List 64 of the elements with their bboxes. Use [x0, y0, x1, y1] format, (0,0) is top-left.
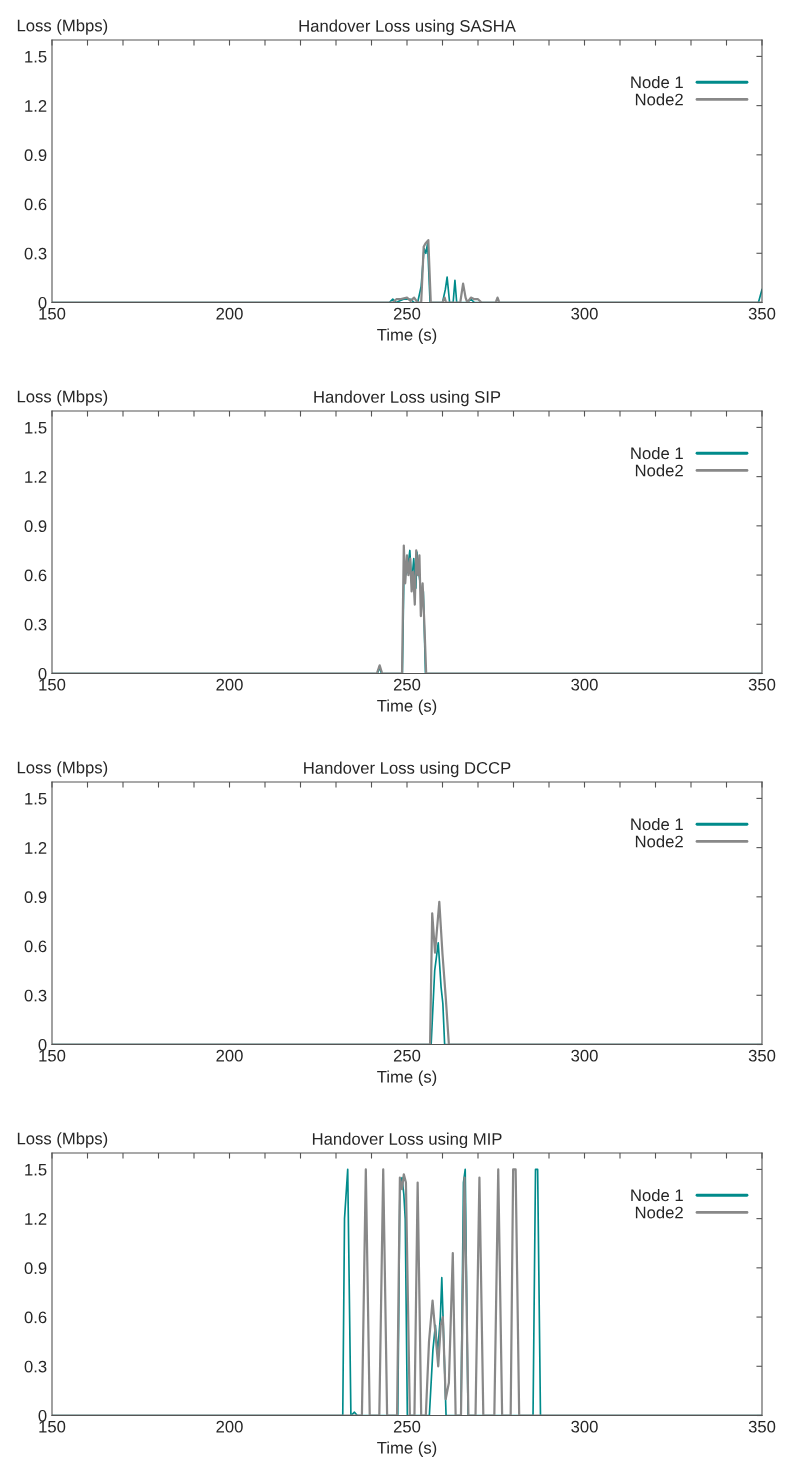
- y-tick-label: 1.2: [25, 1213, 47, 1225]
- legend-label: Node 1: [631, 1189, 683, 1202]
- chart-title: Handover Loss using SASHA: [299, 19, 516, 36]
- y-tick-label: 0.6: [24, 198, 47, 211]
- y-tick-label: 1.5: [25, 1163, 47, 1176]
- chart-title: Handover Loss using DCCP: [304, 761, 511, 778]
- y-tick-label: 0.3: [24, 618, 47, 631]
- legend-label: Node2: [635, 93, 683, 106]
- x-axis-title: Time (s): [377, 328, 437, 344]
- x-tick-label: 350: [748, 307, 776, 320]
- y-axis-title: Loss (Mbps): [17, 761, 108, 777]
- x-tick-label: 250: [393, 1420, 421, 1433]
- y-tick-label: 0.9: [24, 149, 47, 162]
- y-tick-label: 0.6: [24, 1311, 47, 1324]
- x-tick-label: 250: [393, 1049, 421, 1062]
- legend-label: Node2: [635, 1206, 683, 1219]
- x-tick-label: 300: [571, 1049, 598, 1062]
- legend-label: Node 1: [631, 818, 683, 831]
- x-tick-label: 200: [216, 1049, 243, 1062]
- y-axis-title: Loss (Mbps): [17, 1132, 108, 1148]
- x-tick-label: 150: [39, 678, 66, 691]
- y-tick-label: 1.5: [25, 50, 47, 63]
- y-tick-label: 1.2: [25, 471, 47, 483]
- y-tick-label: 1.5: [25, 792, 47, 805]
- x-tick-label: 300: [571, 1420, 598, 1433]
- y-tick-label: 0: [38, 667, 47, 680]
- y-axis-title: Loss (Mbps): [17, 19, 108, 35]
- y-tick-label: 0: [38, 1038, 47, 1051]
- legend-label: Node 1: [631, 76, 683, 89]
- x-tick-label: 300: [571, 678, 598, 691]
- x-axis-title: Time (s): [377, 699, 437, 715]
- y-axis-title: Loss (Mbps): [17, 390, 108, 406]
- x-tick-label: 250: [393, 307, 421, 320]
- x-tick-label: 200: [216, 307, 243, 320]
- y-tick-label: 0.3: [24, 247, 47, 260]
- legend-label: Node2: [635, 464, 683, 477]
- x-tick-label: 350: [748, 1420, 776, 1433]
- y-tick-label: 0.3: [24, 989, 47, 1002]
- y-tick-label: 0.6: [24, 569, 47, 582]
- y-tick-label: 1.2: [25, 842, 47, 854]
- x-tick-label: 350: [748, 678, 776, 691]
- x-tick-label: 200: [216, 1420, 243, 1433]
- x-tick-label: 350: [748, 1049, 776, 1062]
- x-tick-label: 150: [39, 1420, 66, 1433]
- x-tick-label: 250: [393, 678, 421, 691]
- y-tick-label: 1.2: [25, 100, 47, 112]
- y-tick-label: 0: [38, 1409, 47, 1422]
- y-tick-label: 0.9: [24, 520, 47, 533]
- x-axis-title: Time (s): [377, 1441, 437, 1457]
- legend-label: Node2: [635, 835, 683, 848]
- chart-title: Handover Loss using SIP: [314, 390, 501, 407]
- y-tick-label: 1.5: [25, 421, 47, 434]
- x-tick-label: 150: [39, 307, 66, 320]
- x-tick-label: 300: [571, 307, 598, 320]
- x-tick-label: 200: [216, 678, 243, 691]
- y-tick-label: 0: [38, 296, 47, 309]
- legend-label: Node 1: [631, 447, 683, 460]
- chart-title: Handover Loss using MIP: [312, 1132, 502, 1149]
- y-tick-label: 0.3: [24, 1360, 47, 1373]
- y-tick-label: 0.6: [24, 940, 47, 953]
- y-tick-label: 0.9: [24, 891, 47, 904]
- x-axis-title: Time (s): [377, 1070, 437, 1086]
- y-tick-label: 0.9: [24, 1262, 47, 1275]
- x-tick-label: 150: [39, 1049, 66, 1062]
